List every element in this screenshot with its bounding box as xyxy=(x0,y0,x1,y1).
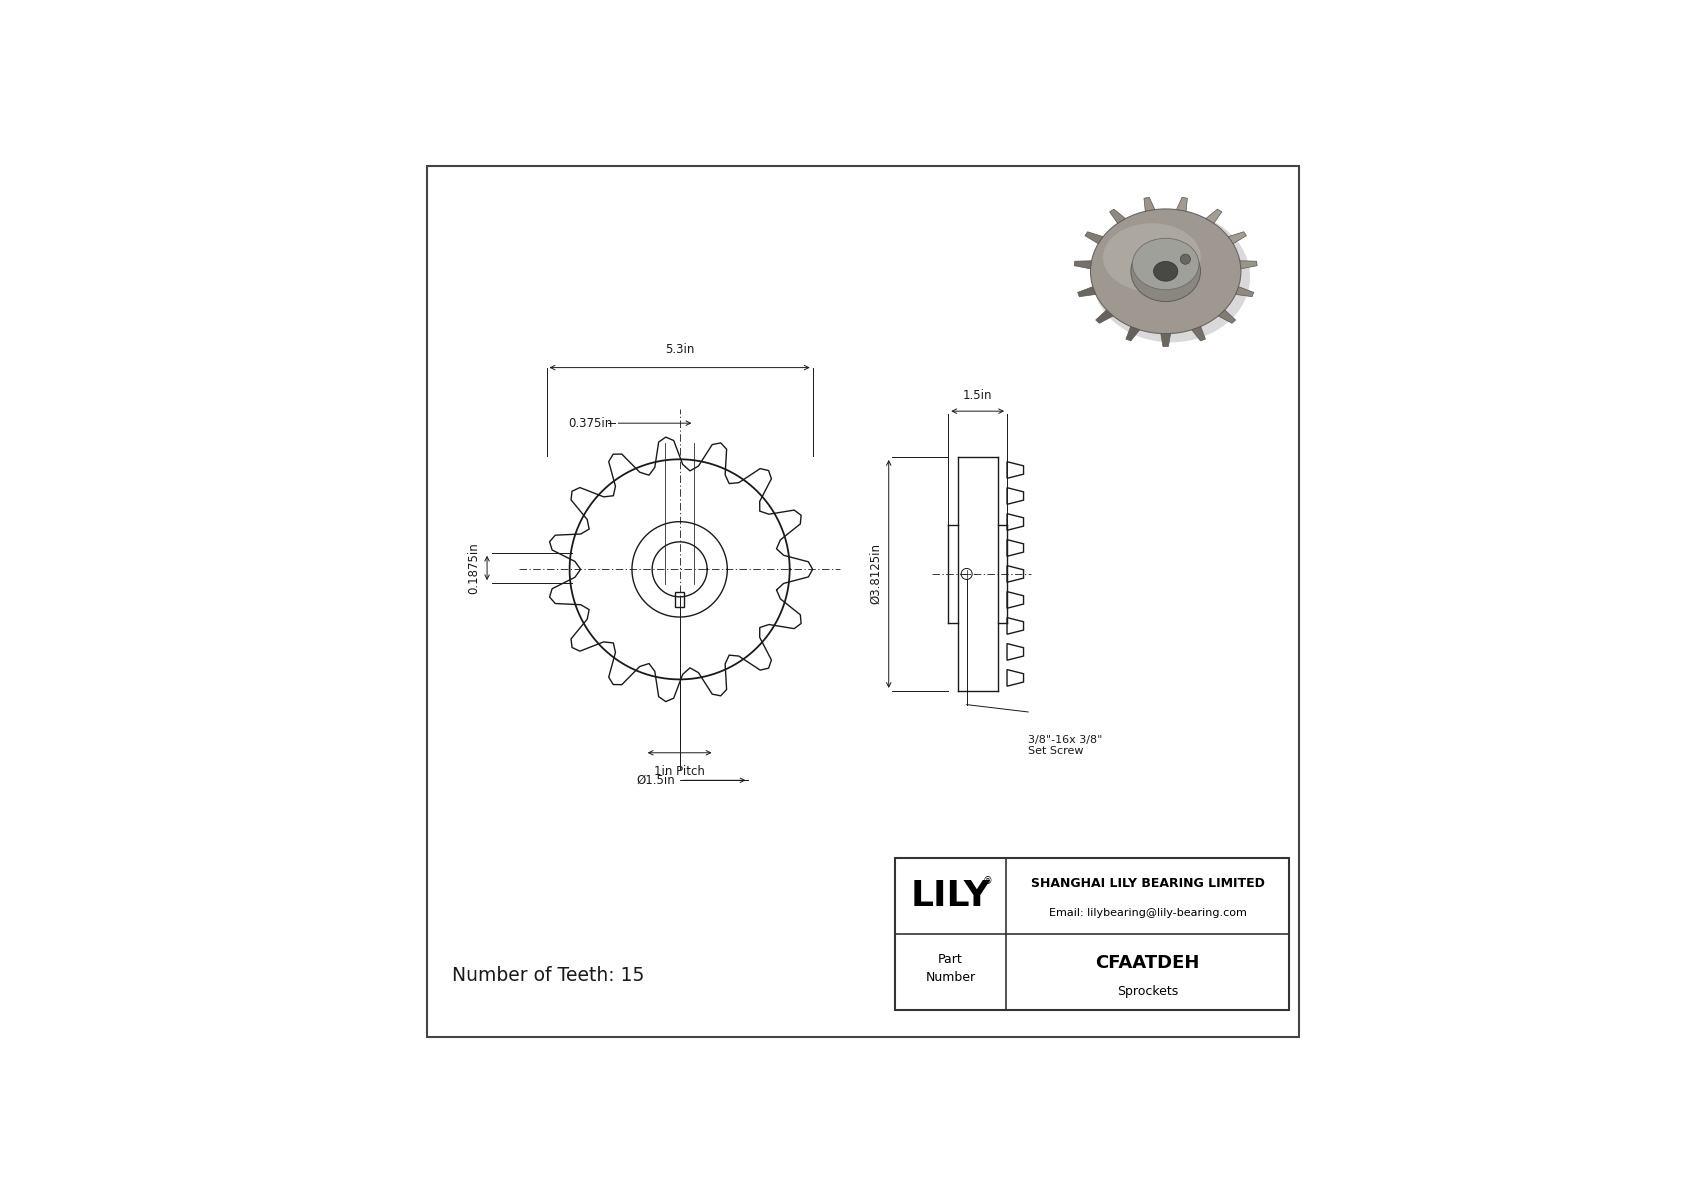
Text: Part
Number: Part Number xyxy=(925,953,975,984)
Text: 3/8"-16x 3/8"
Set Screw: 3/8"-16x 3/8" Set Screw xyxy=(1029,735,1103,756)
Polygon shape xyxy=(1228,232,1246,244)
Polygon shape xyxy=(1236,287,1255,297)
Text: LILY: LILY xyxy=(911,879,990,913)
Ellipse shape xyxy=(1132,238,1199,289)
Bar xyxy=(675,592,684,607)
Bar xyxy=(896,859,1290,1010)
Text: Ø3.8125in: Ø3.8125in xyxy=(869,543,882,605)
Ellipse shape xyxy=(1091,208,1241,333)
Text: ®: ® xyxy=(982,877,992,886)
Polygon shape xyxy=(1078,287,1096,297)
Text: 0.375in: 0.375in xyxy=(569,417,613,430)
Circle shape xyxy=(1180,254,1191,264)
Text: SHANGHAI LILY BEARING LIMITED: SHANGHAI LILY BEARING LIMITED xyxy=(1031,878,1265,891)
Polygon shape xyxy=(1160,333,1170,347)
Polygon shape xyxy=(1206,210,1223,223)
Text: Number of Teeth: 15: Number of Teeth: 15 xyxy=(453,966,645,985)
Ellipse shape xyxy=(1154,262,1177,281)
Ellipse shape xyxy=(1103,223,1201,292)
Ellipse shape xyxy=(1132,241,1201,301)
Polygon shape xyxy=(1084,232,1103,244)
Text: Email: lilybearing@lily-bearing.com: Email: lilybearing@lily-bearing.com xyxy=(1049,908,1246,918)
Text: Ø1.5in: Ø1.5in xyxy=(637,774,675,787)
Polygon shape xyxy=(1177,198,1187,211)
Text: 1in Pitch: 1in Pitch xyxy=(653,765,706,778)
Text: Sprockets: Sprockets xyxy=(1116,985,1179,998)
Text: CFAATDEH: CFAATDEH xyxy=(1095,954,1199,972)
Text: 5.3in: 5.3in xyxy=(665,343,694,356)
Polygon shape xyxy=(1074,261,1091,269)
Polygon shape xyxy=(1110,210,1125,223)
Polygon shape xyxy=(1218,310,1236,323)
Polygon shape xyxy=(1096,310,1113,323)
Polygon shape xyxy=(1192,326,1206,341)
Polygon shape xyxy=(1239,261,1258,269)
Ellipse shape xyxy=(1093,211,1250,342)
Polygon shape xyxy=(1143,198,1155,211)
Text: 0.1875in: 0.1875in xyxy=(468,542,480,594)
Text: 1.5in: 1.5in xyxy=(963,389,992,403)
Polygon shape xyxy=(1127,326,1140,341)
